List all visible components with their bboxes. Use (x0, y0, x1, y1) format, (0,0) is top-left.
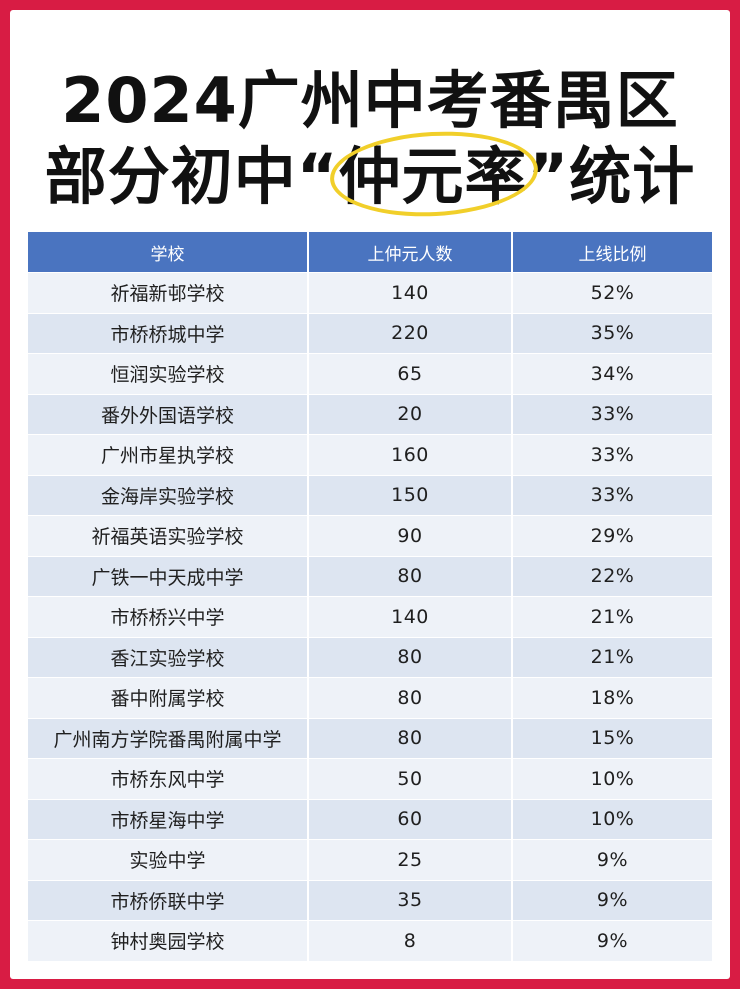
cell-count: 80 (308, 636, 513, 678)
cell-school: 市桥星海中学 (28, 798, 309, 840)
cell-school: 香江实验学校 (28, 636, 309, 678)
cell-school: 广铁一中天成中学 (28, 555, 309, 597)
header-school: 学校 (28, 232, 309, 273)
poster-card: 2024广州中考番禺区 部分初中“ 仲元率”统计 学校 上仲元人数 上线比例 祈福… (10, 10, 730, 979)
cell-ratio: 9% (512, 879, 712, 921)
cell-ratio: 33% (512, 393, 712, 435)
title-line-2: 部分初中“ 仲元率”统计 (10, 126, 730, 222)
cell-count: 8 (308, 920, 513, 961)
cell-ratio: 18% (512, 677, 712, 718)
table-row: 金海岸实验学校 150 33% (28, 474, 712, 516)
cell-ratio: 34% (512, 353, 712, 394)
cell-count: 150 (308, 474, 513, 516)
cell-count: 80 (308, 555, 513, 597)
cell-count: 140 (308, 272, 513, 313)
cell-school: 实验中学 (28, 839, 309, 880)
cell-ratio: 10% (512, 798, 712, 840)
table-row: 市桥东风中学 50 10% (28, 758, 712, 799)
table-row: 市桥星海中学 60 10% (28, 798, 712, 840)
cell-school: 市桥桥兴中学 (28, 596, 309, 637)
cell-ratio: 10% (512, 758, 712, 799)
header-ratio: 上线比例 (512, 232, 712, 273)
table-header-row: 学校 上仲元人数 上线比例 (28, 232, 712, 273)
stats-table: 学校 上仲元人数 上线比例 祈福新邨学校 140 52% 市桥桥城中学 220 35% 恒润… (28, 232, 712, 961)
cell-ratio: 33% (512, 474, 712, 516)
cell-school: 番外外国语学校 (28, 393, 309, 435)
cell-ratio: 15% (512, 717, 712, 759)
cell-count: 20 (308, 393, 513, 435)
cell-school: 祈福英语实验学校 (28, 515, 309, 556)
table-row: 番外外国语学校 20 33% (28, 393, 712, 435)
table-row: 市桥桥城中学 220 35% (28, 312, 712, 354)
cell-school: 祈福新邨学校 (28, 272, 309, 313)
cell-school: 市桥东风中学 (28, 758, 309, 799)
cell-school: 番中附属学校 (28, 677, 309, 718)
header-count: 上仲元人数 (308, 232, 513, 273)
cell-count: 25 (308, 839, 513, 880)
cell-school: 金海岸实验学校 (28, 474, 309, 516)
cell-ratio: 9% (512, 920, 712, 961)
title-line-1: 2024广州中考番禺区 (61, 64, 679, 137)
cell-count: 65 (308, 353, 513, 394)
table-row: 香江实验学校 80 21% (28, 636, 712, 678)
table-row: 番中附属学校 80 18% (28, 677, 712, 718)
table-row: 恒润实验学校 65 34% (28, 353, 712, 394)
table-row: 钟村奥园学校 8 9% (28, 920, 712, 961)
cell-count: 140 (308, 596, 513, 637)
cell-count: 35 (308, 879, 513, 921)
title-line-2-suffix: ”统计 (527, 140, 696, 213)
cell-ratio: 52% (512, 272, 712, 313)
cell-school: 恒润实验学校 (28, 353, 309, 394)
cell-count: 50 (308, 758, 513, 799)
table-row: 祈福新邨学校 140 52% (28, 272, 712, 313)
cell-ratio: 21% (512, 596, 712, 637)
table-row: 市桥桥兴中学 140 21% (28, 596, 712, 637)
cell-ratio: 21% (512, 636, 712, 678)
cell-count: 80 (308, 677, 513, 718)
cell-ratio: 22% (512, 555, 712, 597)
cell-school: 钟村奥园学校 (28, 920, 309, 961)
title-highlight: 仲元率 (328, 126, 541, 222)
table-row: 市桥侨联中学 35 9% (28, 879, 712, 921)
table-body: 祈福新邨学校 140 52% 市桥桥城中学 220 35% 恒润实验学校 65 34% 番外外国语… (28, 272, 712, 961)
cell-count: 90 (308, 515, 513, 556)
table-row: 广州南方学院番禺附属中学 80 15% (28, 717, 712, 759)
table-row: 广州市星执学校 160 33% (28, 434, 712, 475)
cell-count: 220 (308, 312, 513, 354)
cell-ratio: 9% (512, 839, 712, 880)
table-row: 实验中学 25 9% (28, 839, 712, 880)
table-row: 祈福英语实验学校 90 29% (28, 515, 712, 556)
table-row: 广铁一中天成中学 80 22% (28, 555, 712, 597)
cell-school: 市桥桥城中学 (28, 312, 309, 354)
cell-school: 市桥侨联中学 (28, 879, 309, 921)
cell-school: 广州市星执学校 (28, 434, 309, 475)
cell-count: 80 (308, 717, 513, 759)
title-highlight-text: 仲元率 (338, 140, 528, 213)
cell-ratio: 35% (512, 312, 712, 354)
title-line-2-prefix: 部分初中“ (44, 140, 339, 213)
cell-count: 60 (308, 798, 513, 840)
cell-ratio: 29% (512, 515, 712, 556)
cell-count: 160 (308, 434, 513, 475)
cell-school: 广州南方学院番禺附属中学 (28, 717, 309, 759)
cell-ratio: 33% (512, 434, 712, 475)
